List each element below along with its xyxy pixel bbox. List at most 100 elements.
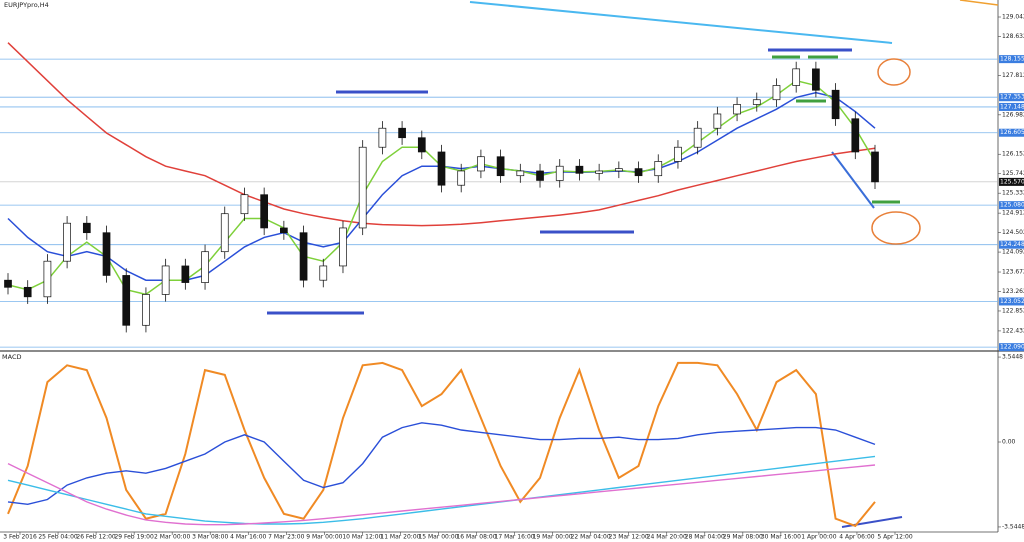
y-tick-label: 3.5448 (1002, 354, 1023, 361)
y-tick-label: 124.092 (1002, 249, 1024, 256)
time-label: 1 Apr 00:00 (801, 534, 836, 541)
y-tick-label: 126.982 (1002, 111, 1024, 118)
time-label: 10 Mar 12:00 (342, 534, 382, 541)
candle-body (812, 68, 820, 91)
candle-body (82, 222, 91, 234)
moving-average (7, 42, 876, 227)
y-tick-label: 122.432 (1002, 327, 1024, 334)
time-label: 19 Mar 00:00 (533, 534, 573, 541)
y-tick-label: 0.00 (1002, 439, 1016, 446)
price-level-tag (999, 201, 1024, 210)
time-label: 22 Mar 04:00 (571, 534, 611, 541)
candle-body (260, 194, 269, 229)
y-tick-label: 126.152 (1002, 151, 1024, 158)
trend-line (469, 1, 893, 44)
candle-body (871, 151, 879, 183)
candle-body (181, 265, 190, 283)
candle-body (477, 156, 485, 172)
y-tick-label: 124.502 (1002, 229, 1024, 236)
time-label: 9 Mar 00:00 (306, 534, 342, 541)
candle-body (654, 161, 663, 177)
y-tick-label: 123.262 (1002, 288, 1024, 295)
candle-body (437, 151, 446, 186)
time-label: 2 Mar 00:00 (154, 534, 190, 541)
candle-body (4, 279, 12, 288)
trend-line (959, 0, 999, 6)
y-tick-label: -3.5448 (1002, 523, 1024, 530)
candle-body (122, 275, 131, 326)
time-label: 7 Mar 23:00 (268, 534, 304, 541)
time-label: 17 Mar 16:00 (495, 534, 535, 541)
time-label: 3 Mar 08:00 (192, 534, 228, 541)
time-label: 5 Apr 12:00 (877, 534, 912, 541)
y-tick-label: 123.672 (1002, 269, 1024, 276)
price-level-tag (999, 297, 1024, 306)
candle-body (339, 227, 347, 267)
price-level-label: 127.353 (1000, 94, 1024, 101)
symbol-label: EURJPYpro,H4 (4, 1, 49, 9)
time-label: 3 Feb 2016 (3, 534, 37, 541)
time-label: 16 Mar 08:00 (456, 534, 496, 541)
candle-body (772, 85, 781, 101)
candle-body (516, 170, 525, 177)
time-label: 26 Feb 12:00 (76, 534, 116, 541)
y-tick-label: 129.042 (1002, 14, 1024, 21)
y-tick-label: 124.912 (1002, 210, 1024, 217)
candle-body (536, 170, 544, 181)
time-label: 4 Apr 06:00 (839, 534, 874, 541)
y-tick-label: 128.632 (1002, 33, 1024, 40)
candle-body (240, 194, 249, 215)
candle-body (280, 227, 288, 234)
price-level-label: 126.605 (1000, 129, 1024, 136)
candle-body (201, 251, 209, 283)
price-level-tag (999, 128, 1024, 137)
time-label: 28 Mar 04:00 (685, 534, 725, 541)
indicator-line (7, 455, 876, 525)
time-label: 23 Mar 12:00 (609, 534, 649, 541)
time-label: 30 Mar 16:00 (761, 534, 801, 541)
candle-body (595, 170, 603, 174)
candle-body (220, 213, 229, 253)
candle-body (23, 286, 32, 298)
time-label: 29 Mar 08:00 (723, 534, 763, 541)
price-level-label: 123.052 (1000, 298, 1024, 305)
plot-background (0, 0, 998, 532)
candle-body (63, 222, 71, 262)
candle-body (733, 104, 741, 115)
candle-body (634, 168, 643, 177)
candle-body (792, 68, 801, 86)
candle-body (674, 146, 682, 162)
y-tick-label: 122.852 (1002, 307, 1024, 314)
price-level-label: 125.080 (1000, 202, 1024, 209)
price-level-label: 127.148 (1000, 103, 1024, 110)
price-level-label: 128.155 (1000, 56, 1024, 63)
candle-body (417, 137, 426, 153)
y-tick-label: 125.742 (1002, 170, 1024, 177)
candle-body (398, 127, 406, 139)
price-level-label: 122.090 (1000, 344, 1024, 351)
candle-body (555, 165, 564, 181)
price-level-tag (999, 343, 1024, 352)
highlight-circle (877, 58, 911, 86)
current-price-label: 125.570 (1000, 178, 1024, 185)
candle-body (713, 113, 722, 129)
candle-body (752, 99, 761, 105)
time-label: 15 Mar 00:00 (418, 534, 458, 541)
price-level-tag (999, 102, 1024, 111)
candle-body (851, 118, 860, 153)
candle-body (299, 232, 308, 281)
candle-body (693, 127, 702, 148)
price-level-tag (999, 93, 1024, 102)
candle-body (43, 260, 52, 298)
current-price-tag (999, 177, 1024, 186)
time-label: 25 Feb 04:00 (38, 534, 78, 541)
price-level-label: 124.248 (1000, 241, 1024, 248)
time-label: 24 Mar 20:00 (647, 534, 687, 541)
indicator-line (7, 422, 876, 506)
candle-body (614, 168, 623, 172)
time-label: 11 Mar 20:00 (380, 534, 420, 541)
candle-body (575, 165, 584, 174)
indicator-line (7, 361, 876, 528)
time-label: 4 Mar 16:00 (230, 534, 266, 541)
